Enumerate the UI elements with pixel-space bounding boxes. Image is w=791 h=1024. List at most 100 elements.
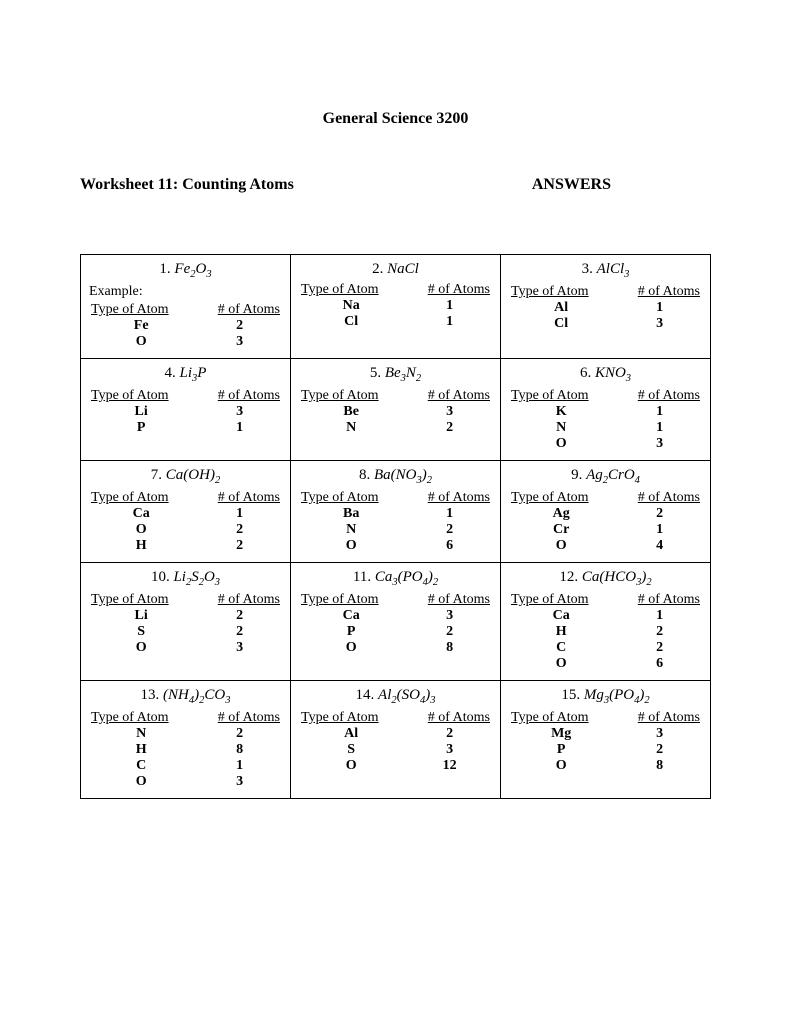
formula-line: 1. Fe2O3 [87, 261, 284, 280]
problem-number: 11. [353, 569, 375, 585]
answers-label: ANSWERS [532, 176, 611, 194]
atom-element: O [87, 334, 195, 350]
chemical-formula: Ca(HCO3)2 [582, 569, 652, 585]
atom-row: P1 [87, 420, 284, 436]
col-header-type: Type of Atom [507, 284, 615, 300]
atom-element: O [297, 538, 405, 554]
chemical-formula: Be3N2 [385, 365, 421, 381]
atom-element: O [507, 436, 615, 452]
atom-count: 2 [615, 624, 704, 640]
atom-element: P [87, 420, 195, 436]
problem-number: 2. [372, 261, 387, 277]
atom-count: 3 [405, 404, 494, 420]
atom-row: O3 [87, 334, 284, 350]
atom-row: H8 [87, 742, 284, 758]
col-header-type: Type of Atom [87, 710, 195, 726]
formula-line: 8. Ba(NO3)2 [297, 467, 494, 486]
atom-count: 3 [615, 316, 704, 332]
formula-line: 2. NaCl [297, 261, 494, 278]
col-header-count: # of Atoms [405, 592, 494, 608]
problem-number: 14. [356, 687, 379, 703]
col-header-count: # of Atoms [195, 302, 284, 318]
col-header-count: # of Atoms [195, 490, 284, 506]
chemical-formula: Fe2O3 [174, 261, 211, 277]
col-header-count: # of Atoms [195, 592, 284, 608]
problem-number: 9. [571, 467, 586, 483]
col-header-count: # of Atoms [615, 710, 704, 726]
col-header-count: # of Atoms [405, 490, 494, 506]
atom-element: O [87, 522, 195, 538]
problem-cell: 1. Fe2O3Example:Type of Atom# of AtomsFe… [81, 255, 291, 359]
col-header-type: Type of Atom [297, 710, 405, 726]
chemical-formula: NaCl [387, 261, 419, 277]
atom-table: Type of Atom# of AtomsLi2S2O3 [87, 592, 284, 656]
atom-count: 2 [405, 624, 494, 640]
formula-line: 9. Ag2CrO4 [507, 467, 704, 486]
atom-element: K [507, 404, 615, 420]
atom-element: S [87, 624, 195, 640]
chemical-formula: Al2(SO4)3 [378, 687, 435, 703]
atom-table: Type of Atom# of AtomsCa1O2H2 [87, 490, 284, 554]
atom-row: H2 [507, 624, 704, 640]
chemical-formula: Ba(NO3)2 [374, 467, 432, 483]
col-header-count: # of Atoms [195, 388, 284, 404]
problem-number: 15. [561, 687, 584, 703]
atom-count: 1 [615, 420, 704, 436]
col-header-type: Type of Atom [87, 490, 195, 506]
col-header-type: Type of Atom [507, 388, 615, 404]
atom-count: 2 [195, 608, 284, 624]
problem-number: 12. [559, 569, 582, 585]
col-header-count: # of Atoms [405, 710, 494, 726]
col-header-type: Type of Atom [507, 592, 615, 608]
atom-count: 8 [195, 742, 284, 758]
atom-count: 8 [405, 640, 494, 656]
atom-count: 2 [615, 742, 704, 758]
atom-row: N2 [297, 522, 494, 538]
atom-row: O4 [507, 538, 704, 554]
atom-element: H [87, 538, 195, 554]
atom-element: O [87, 640, 195, 656]
col-header-type: Type of Atom [87, 592, 195, 608]
problem-cell: 13. (NH4)2CO3Type of Atom# of AtomsN2H8C… [81, 681, 291, 799]
atom-table: Type of Atom# of AtomsAg2Cr1O4 [507, 490, 704, 554]
atom-row: Cl3 [507, 316, 704, 332]
atom-element: Ba [297, 506, 405, 522]
problem-cell: 7. Ca(OH)2 Type of Atom# of AtomsCa1O2H2 [81, 461, 291, 563]
atom-row: C1 [87, 758, 284, 774]
atom-element: H [507, 624, 615, 640]
problem-number: 4. [165, 365, 180, 381]
atom-element: N [507, 420, 615, 436]
atom-row: N1 [507, 420, 704, 436]
problem-number: 6. [580, 365, 595, 381]
atom-count: 3 [195, 334, 284, 350]
atom-element: O [297, 758, 405, 774]
formula-line: 7. Ca(OH)2 [87, 467, 284, 486]
problem-cell: 11. Ca3(PO4)2Type of Atom# of AtomsCa3P2… [291, 563, 501, 681]
atom-element: Ag [507, 506, 615, 522]
document-title: General Science 3200 [80, 110, 711, 128]
atom-table: Type of Atom# of AtomsNa1Cl1 [297, 282, 494, 330]
atom-count: 2 [405, 522, 494, 538]
atom-row: S3 [297, 742, 494, 758]
formula-line: 13. (NH4)2CO3 [87, 687, 284, 706]
problem-number: 10. [151, 569, 174, 585]
atom-count: 1 [405, 506, 494, 522]
worksheet-page: General Science 3200 Worksheet 11: Count… [0, 0, 791, 799]
example-label: Example: [89, 284, 284, 300]
chemical-formula: KNO3 [595, 365, 631, 381]
chemical-formula: Ag2CrO4 [586, 467, 640, 483]
atom-table: Type of Atom# of AtomsCa3P2O8 [297, 592, 494, 656]
atom-row: C2 [507, 640, 704, 656]
problem-cell: 10. Li2S2O3 Type of Atom# of AtomsLi2S2O3 [81, 563, 291, 681]
atom-count: 2 [615, 640, 704, 656]
formula-line: 10. Li2S2O3 [87, 569, 284, 588]
col-header-type: Type of Atom [507, 710, 615, 726]
problem-cell: 14. Al2(SO4)3 Type of Atom# of AtomsAl2S3… [291, 681, 501, 799]
col-header-count: # of Atoms [615, 592, 704, 608]
atom-count: 2 [195, 318, 284, 334]
atom-row: Ag2 [507, 506, 704, 522]
chemical-formula: AlCl3 [597, 261, 630, 277]
atom-count: 1 [195, 420, 284, 436]
formula-line: 15. Mg3(PO4)2 [507, 687, 704, 706]
atom-table: Type of Atom# of AtomsAl2S3O12 [297, 710, 494, 774]
